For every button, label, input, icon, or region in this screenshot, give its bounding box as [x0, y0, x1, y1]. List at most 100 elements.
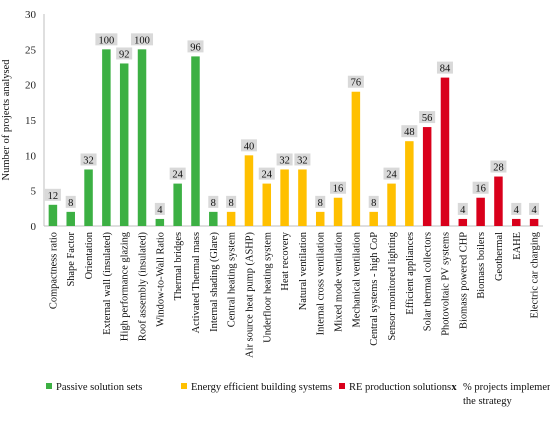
chart-bars [48, 49, 539, 227]
category-label: Electric car charging [530, 232, 541, 318]
percent-label-box [401, 125, 418, 138]
percent-label: 4 [157, 205, 163, 216]
percent-label: 8 [229, 198, 234, 209]
category-label: Roof assembly (insulated) [138, 232, 149, 341]
legend-x-marker: x [451, 382, 457, 393]
percent-label: 24 [386, 170, 397, 181]
category-label: External wall (insulated) [102, 232, 113, 335]
chart-legend: Passive solution sets Energy efficient bu… [46, 382, 550, 407]
percent-label-box [169, 167, 186, 180]
percent-label: 84 [440, 64, 451, 75]
percent-label: 100 [134, 35, 150, 46]
chart-labels: 12 Compactness ratio 8 Shape Factor 32 Orient… [44, 33, 541, 358]
percent-label-box [472, 181, 489, 194]
percent-label: 8 [68, 198, 73, 209]
bar [84, 169, 93, 226]
percent-label: 40 [244, 141, 255, 152]
legend-label: RE production solutions [349, 382, 451, 393]
category-label: Thermal bridges [173, 232, 184, 300]
category-label: Window-to-Wall Ratio [155, 232, 166, 327]
category-label: Mixed mode ventilation [334, 231, 345, 332]
percent-label-box [529, 202, 540, 215]
bar [155, 218, 165, 226]
bar [405, 141, 414, 226]
bar [119, 63, 129, 226]
percent-label: 28 [493, 163, 504, 174]
category-label: Central heating system [227, 232, 238, 327]
percent-label-box [294, 153, 311, 166]
bar [512, 218, 521, 226]
category-label: Geothermal [494, 232, 505, 281]
percent-label-box [131, 33, 154, 46]
category-label: Activated Thermal mass [191, 232, 202, 333]
percent-label-box [368, 195, 379, 208]
category-label: EAHE [512, 232, 523, 260]
bar [298, 169, 307, 226]
percent-label-box [240, 139, 257, 152]
category-label: Solar thermal collectors [423, 232, 434, 331]
bar [244, 155, 254, 226]
y-tick-label: 5 [31, 186, 37, 198]
y-tick-label: 15 [25, 115, 37, 127]
chart-axes: 0 5 10 15 20 25 30 Number of projects analysed [1, 9, 543, 233]
percent-label: 8 [371, 198, 376, 209]
percent-label: 4 [531, 205, 537, 216]
percent-label-box [419, 111, 436, 124]
bar [280, 169, 289, 226]
percent-label-box [208, 195, 219, 208]
percent-label: 16 [475, 184, 486, 195]
legend-label: Energy efficient building systems [191, 382, 332, 393]
legend-swatch [181, 383, 187, 389]
bar [191, 56, 200, 227]
percent-label-box [457, 202, 468, 215]
percent-label: 4 [460, 205, 466, 216]
bar [102, 49, 111, 227]
percent-label-box [44, 188, 61, 201]
percent-label-box [65, 195, 76, 208]
percent-label: 4 [514, 205, 520, 216]
bar [48, 204, 58, 226]
percent-label-box [276, 153, 293, 166]
y-tick-label: 25 [25, 44, 37, 56]
percent-label: 8 [318, 198, 323, 209]
category-label: Natural ventilation [298, 231, 309, 310]
percent-label: 32 [83, 155, 94, 166]
category-label: Mechanical ventilation [351, 231, 362, 327]
percent-label: 24 [262, 170, 273, 181]
percent-label: 48 [404, 127, 415, 138]
category-label: Photovoltaic PV systems [440, 232, 451, 336]
y-axis-title: Number of projects analysed [1, 59, 12, 181]
legend-label: % projects implementing [463, 382, 550, 393]
bar [440, 77, 450, 226]
percent-label-box [95, 33, 118, 46]
category-label: Heat recovery [280, 231, 291, 290]
percent-label-box [258, 167, 275, 180]
bar [494, 176, 503, 226]
percent-label: 76 [351, 78, 362, 89]
category-label: Efficient appliances [405, 232, 416, 315]
percent-label: 92 [119, 49, 130, 60]
y-tick-label: 10 [25, 150, 37, 162]
percent-label-box [383, 167, 400, 180]
bar [387, 183, 396, 226]
bar [422, 127, 432, 226]
percent-label: 12 [48, 191, 59, 202]
bar [458, 218, 468, 226]
category-label: Central systems - high CoP [369, 232, 380, 346]
percent-label: 24 [172, 170, 183, 181]
category-label: Internal cross ventilation [316, 231, 327, 335]
category-label: Underfloor heating system [262, 232, 273, 343]
bar [529, 218, 539, 226]
bar [476, 197, 485, 226]
bar [351, 91, 361, 226]
bar [173, 183, 182, 226]
percent-label-box [490, 160, 507, 173]
legend-swatch [46, 383, 52, 389]
percent-label: 56 [422, 113, 433, 124]
percent-label-box [116, 47, 133, 60]
category-label: Biomass powered CHP [458, 232, 469, 329]
category-label: Air source heat pump (ASHP) [244, 232, 255, 358]
category-label: High performance glazing [120, 232, 131, 341]
percent-label: 96 [190, 42, 201, 53]
